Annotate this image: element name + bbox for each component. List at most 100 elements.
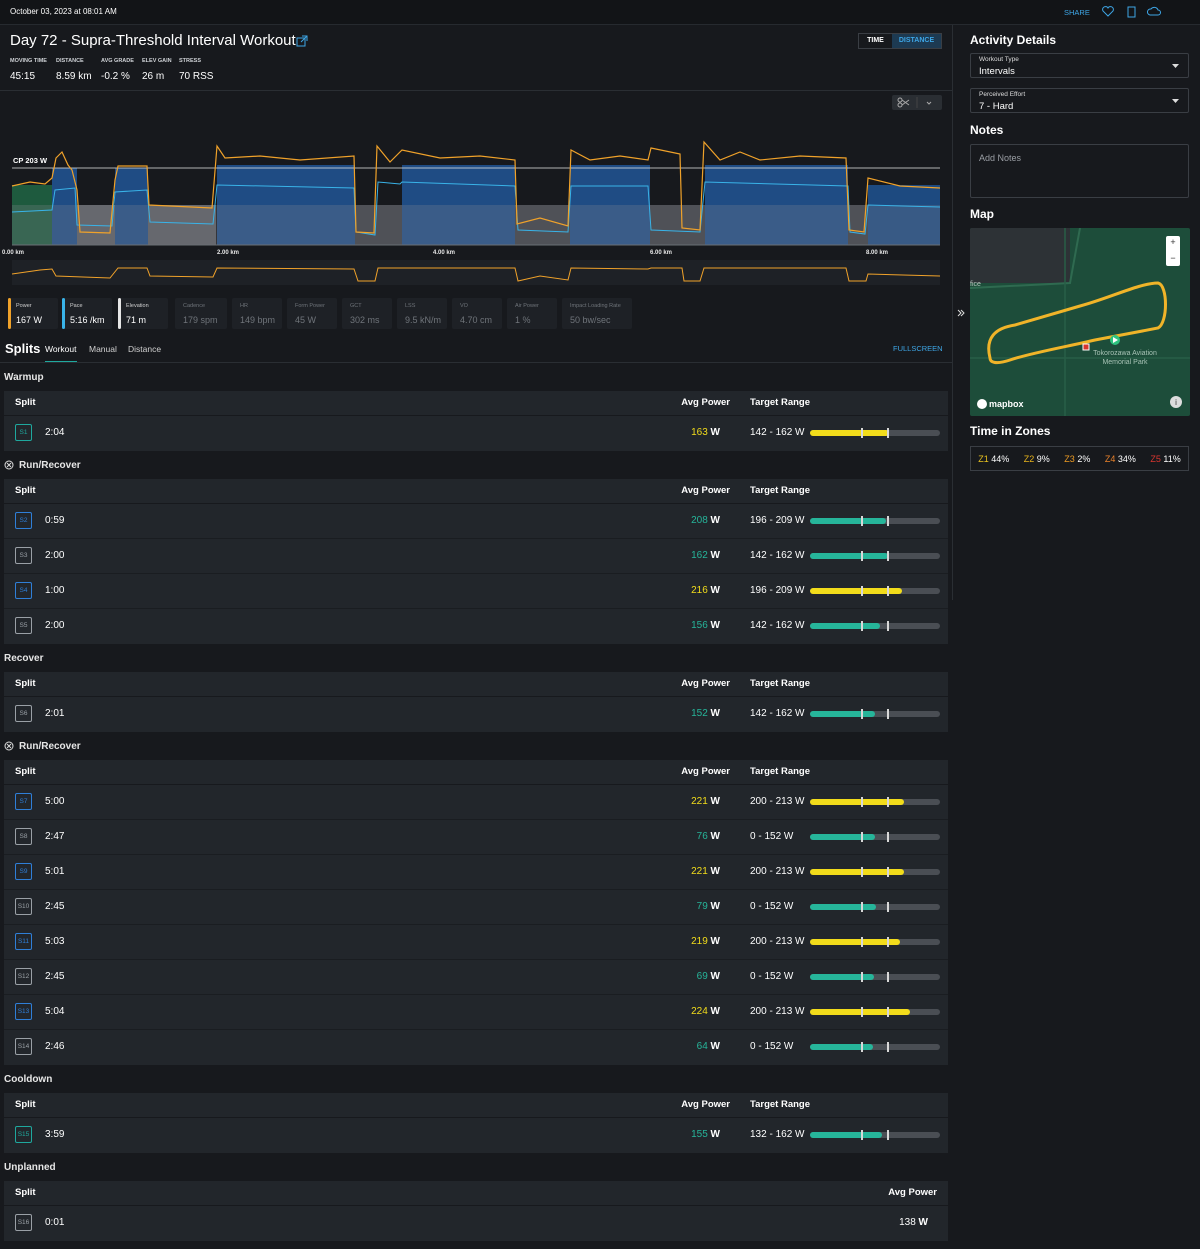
zone-name: Z4 [1104,453,1116,464]
favorite-icon[interactable] [1102,6,1114,17]
split-row: S16 0:01 138 W [4,1206,948,1241]
split-time: 5:04 [45,1006,65,1017]
target-low-tick [861,428,863,438]
split-time: 5:00 [45,796,65,807]
power-unit: W [710,1006,720,1017]
col-avg-power: Avg Power [681,766,730,777]
col-avg-power: Avg Power [888,1187,937,1198]
target-range: 142 - 162 W [750,550,805,561]
metric-label: Cadence [183,303,206,309]
power-unit: W [710,831,720,842]
map[interactable]: + − i fice Tokorozawa Aviation Memorial P… [970,228,1190,416]
split-time: 5:01 [45,866,65,877]
power-bar [810,709,940,719]
split-time: 2:45 [45,901,65,912]
delete-icon[interactable] [1127,6,1136,18]
metric-tile[interactable]: Air Power 1 % [507,298,557,329]
power-bar-fill [810,904,876,910]
zone-name: Z1 [978,453,989,464]
split-table: Split Avg Power Target Range S15 3:59 155 W 13… [4,1093,948,1153]
metric-label: LSS [405,303,416,309]
metric-tile[interactable]: HR 149 bpm [232,298,282,329]
fullscreen-button[interactable]: FULLSCREEN [893,344,943,353]
split-badge: S15 [15,1126,32,1143]
split-time: 3:59 [45,1129,65,1140]
target-range: 142 - 162 W [750,708,805,719]
chart-tools[interactable] [892,95,942,110]
avg-power: 138 W [899,1206,928,1240]
toggle-distance[interactable]: DISTANCE [892,34,941,48]
power-unit: W [710,620,720,631]
avg-power: 163 W [691,416,720,450]
metric-tile[interactable]: GCT 302 ms [342,298,392,329]
group-label: Unplanned [4,1153,948,1181]
col-split: Split [15,766,36,777]
target-range: 196 - 209 W [750,515,805,526]
split-row: S3 2:00 162 W 142 - 162 W [4,539,948,574]
col-split: Split [15,1187,36,1198]
split-badge: S1 [15,424,32,441]
stat-label: MOVING TIME [10,58,47,64]
power-bar-fill [810,430,890,436]
notes-title: Notes [970,123,1004,137]
zone: Z4 34% [1105,454,1136,464]
share-button[interactable]: SHARE [1064,8,1090,17]
power-unit: W [710,1041,720,1052]
table-header: Split Avg Power [4,1181,948,1206]
metric-value: 45 W [295,315,317,325]
target-range: 142 - 162 W [750,620,805,631]
target-range: 142 - 162 W [750,427,805,438]
target-range: 0 - 152 W [750,1041,794,1052]
perceived-effort-select[interactable]: Perceived Effort 7 - Hard [970,88,1189,113]
split-row: S13 5:04 224 W 200 - 213 W [4,995,948,1030]
metric-tile[interactable]: Power 167 W [8,298,58,329]
collapse-sidebar[interactable] [956,307,966,319]
activity-details-title: Activity Details [970,33,1057,47]
group-name: Recover [4,652,44,664]
power-unit: W [710,901,720,912]
zone-value: 2% [1077,453,1091,464]
tab-manual[interactable]: Manual [89,344,117,354]
avg-power: 219 W [691,925,720,959]
col-split: Split [15,397,36,408]
target-high-tick [887,902,889,912]
split-badge: S4 [15,582,32,599]
metric-tile[interactable]: VO 4.70 cm [452,298,502,329]
avg-power: 156 W [691,609,720,643]
metric-tile[interactable]: Cadence 179 spm [175,298,227,329]
map-title: Map [970,207,994,221]
power-bar-fill [810,1132,882,1138]
metric-value: 1 % [515,315,531,325]
metric-color [118,298,121,329]
split-row: S10 2:45 79 W 0 - 152 W [4,890,948,925]
power-bar [810,937,940,947]
tab-workout[interactable]: Workout [45,344,77,363]
metric-tile[interactable]: LSS 9.5 kN/m [397,298,447,329]
metric-tile[interactable]: Elevation 71 m [118,298,168,329]
avg-power: 64 W [697,1030,720,1064]
open-link-icon[interactable] [296,35,308,47]
tab-distance[interactable]: Distance [128,344,162,354]
notes-input[interactable]: Add Notes [970,144,1189,198]
power-bar-fill [810,834,875,840]
x-axis-label: 6.00 km [650,250,672,256]
avg-power-value: 138 [899,1217,916,1228]
metric-tile[interactable]: Form Power 45 W [287,298,337,329]
download-icon[interactable] [1146,6,1161,16]
target-range: 196 - 209 W [750,585,805,596]
split-time: 1:00 [45,585,65,596]
power-bar-fill [810,1044,873,1050]
target-high-tick [887,832,889,842]
zone: Z2 9% [1024,454,1050,464]
power-unit: W [710,427,720,438]
metric-tile[interactable]: Impact Loading Rate 50 bw/sec [562,298,632,329]
target-high-tick [887,797,889,807]
metric-value: 302 ms [350,315,380,325]
toggle-time[interactable]: TIME [867,37,884,44]
metric-label: Elevation [126,303,149,309]
workout-type-select[interactable]: Workout Type Intervals [970,53,1189,78]
split-time: 2:01 [45,708,65,719]
split-row: S15 3:59 155 W 132 - 162 W [4,1118,948,1153]
metric-tile[interactable]: Pace 5:16 /km [62,298,112,329]
table-header: Split Avg Power Target Range [4,391,948,416]
